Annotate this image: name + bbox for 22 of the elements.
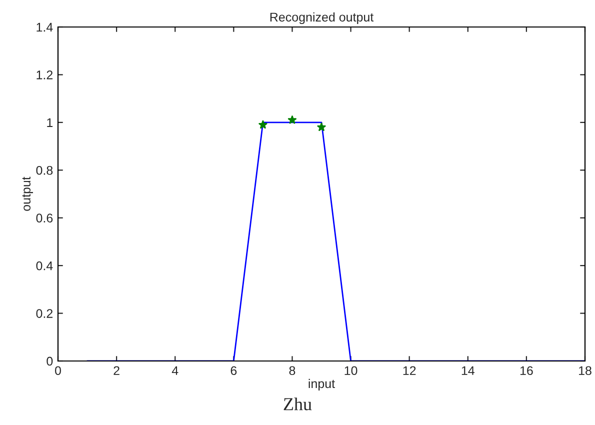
text: Zhu: [284, 398, 312, 410]
x-axis-title: input: [308, 378, 335, 391]
x-tick-label: 16: [520, 366, 533, 376]
x-tick-label: 8: [289, 366, 296, 376]
y-tick-label: 0.2: [36, 309, 53, 318]
chart-title: Recognized output: [270, 12, 374, 24]
y-axis-title: output: [22, 176, 33, 211]
x-tick-label: 10: [344, 366, 358, 376]
y-tick-label: 0.8: [36, 166, 53, 175]
x-tick-label: 2: [114, 366, 120, 375]
y-tick-label: 1: [47, 118, 53, 127]
x-tick-label: 14: [462, 366, 474, 375]
y-tick-label: 0.6: [36, 214, 53, 223]
y-tick-label: 0: [46, 356, 53, 366]
y-tick-label: 1.4: [36, 22, 53, 32]
y-tick-label: 1.2: [36, 70, 53, 80]
x-tick-label: 12: [403, 366, 416, 375]
y-tick-label: 0.4: [36, 261, 53, 270]
x-tick-label: 4: [172, 366, 178, 375]
x-tick-label: 18: [579, 366, 592, 376]
x-tick-label: 6: [230, 366, 237, 376]
x-tick-label: 0: [55, 366, 61, 376]
